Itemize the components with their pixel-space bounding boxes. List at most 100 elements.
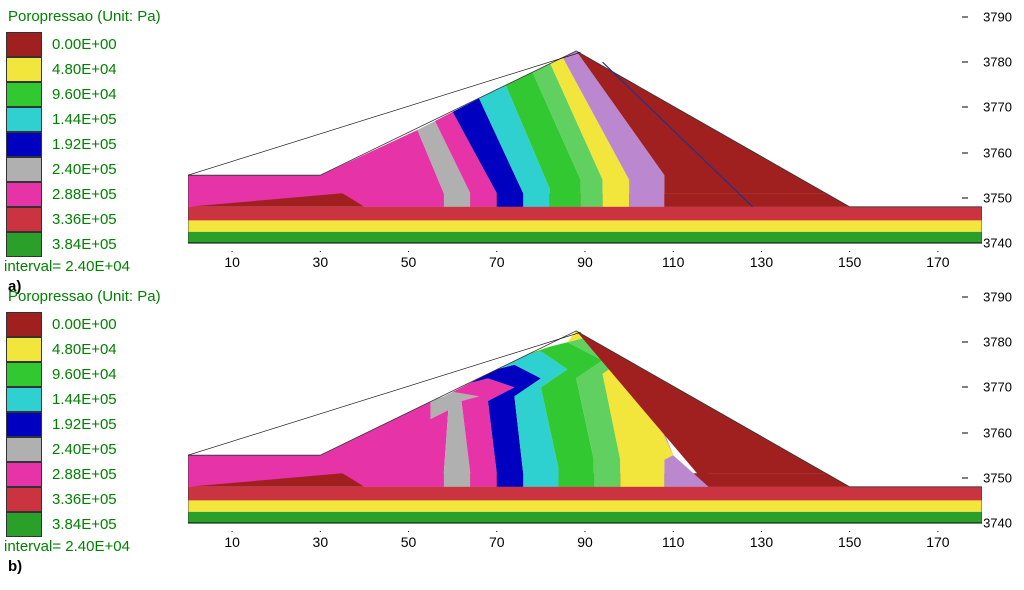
legend-row: 0.00E+00 (6, 32, 186, 57)
y-tick-mark (962, 197, 968, 198)
legend-row: 2.40E+05 (6, 157, 186, 182)
y-axis-ticks: 3740 3750 3760 3770 3780 3790 (964, 4, 1014, 266)
y-tick-label: 3780 (983, 335, 1012, 350)
legend-title: Poropressao (Unit: Pa) (8, 288, 161, 305)
x-tick-label: 70 (489, 534, 505, 550)
legend-swatch (6, 362, 42, 387)
legend-row: 2.88E+05 (6, 182, 186, 207)
legend-swatch (6, 107, 42, 132)
y-axis-ticks: 3740 3750 3760 3770 3780 3790 (964, 284, 1014, 546)
legend-swatch (6, 132, 42, 157)
plot-area (188, 288, 988, 550)
legend-label: 2.88E+05 (52, 186, 117, 203)
x-tick-label: 70 (489, 254, 505, 270)
legend-swatch (6, 312, 42, 337)
panel-a: Poropressao (Unit: Pa) 0.00E+00 4.80E+04 9.… (4, 4, 1014, 284)
legend-label: 2.88E+05 (52, 466, 117, 483)
interval-label: interval= 2.40E+04 (4, 258, 130, 275)
legend-swatch (6, 32, 42, 57)
y-tick-label: 3780 (983, 55, 1012, 70)
x-axis-ticks: 1030507090110130150170 (188, 254, 982, 274)
x-tick-label: 30 (313, 254, 329, 270)
y-tick-mark (962, 297, 968, 298)
x-tick-label: 90 (577, 254, 593, 270)
y-tick-mark (962, 387, 968, 388)
legend-row: 1.92E+05 (6, 412, 186, 437)
interval-label: interval= 2.40E+04 (4, 538, 130, 555)
panel-b: Poropressao (Unit: Pa) 0.00E+00 4.80E+04 9.… (4, 284, 1014, 564)
y-tick-mark (962, 432, 968, 433)
legend-row: 1.44E+05 (6, 387, 186, 412)
legend-row: 3.36E+05 (6, 207, 186, 232)
legend-row: 4.80E+04 (6, 57, 186, 82)
legend-row: 3.36E+05 (6, 487, 186, 512)
legend-swatch (6, 512, 42, 537)
x-tick-label: 130 (750, 534, 773, 550)
legend-swatch (6, 462, 42, 487)
legend-label: 2.40E+05 (52, 161, 117, 178)
legend-label: 3.36E+05 (52, 211, 117, 228)
legend-row: 9.60E+04 (6, 82, 186, 107)
x-tick-label: 170 (926, 534, 949, 550)
y-tick-mark (962, 242, 968, 243)
y-tick-label: 3790 (983, 290, 1012, 305)
legend-label: 4.80E+04 (52, 61, 117, 78)
legend-label: 3.84E+05 (52, 236, 117, 253)
legend-swatch (6, 487, 42, 512)
y-tick-label: 3740 (983, 235, 1012, 250)
x-tick-label: 10 (224, 534, 240, 550)
y-tick-mark (962, 17, 968, 18)
legend-swatch (6, 337, 42, 362)
legend-row: 9.60E+04 (6, 362, 186, 387)
x-tick-label: 150 (838, 254, 861, 270)
x-tick-label: 110 (662, 254, 684, 270)
legend-swatch (6, 157, 42, 182)
legend-row: 3.84E+05 (6, 512, 186, 537)
legend-swatch (6, 412, 42, 437)
legend-label: 9.60E+04 (52, 86, 117, 103)
y-tick-label: 3770 (983, 380, 1012, 395)
y-tick-label: 3760 (983, 425, 1012, 440)
legend-swatch (6, 207, 42, 232)
legend-label: 3.36E+05 (52, 491, 117, 508)
y-tick-label: 3770 (983, 100, 1012, 115)
y-tick-label: 3750 (983, 470, 1012, 485)
legend-title: Poropressao (Unit: Pa) (8, 8, 161, 25)
legend-label: 3.84E+05 (52, 516, 117, 533)
x-tick-label: 10 (224, 254, 240, 270)
subplot-letter: b) (8, 558, 22, 575)
legend-row: 0.00E+00 (6, 312, 186, 337)
x-tick-label: 110 (662, 534, 684, 550)
y-tick-mark (962, 477, 968, 478)
legend-swatch (6, 232, 42, 257)
legend-label: 2.40E+05 (52, 441, 117, 458)
legend-row: 3.84E+05 (6, 232, 186, 257)
legend-row: 1.44E+05 (6, 107, 186, 132)
x-tick-label: 30 (313, 534, 329, 550)
y-tick-label: 3760 (983, 145, 1012, 160)
legend-label: 0.00E+00 (52, 316, 117, 333)
legend-label: 4.80E+04 (52, 341, 117, 358)
legend-swatch (6, 437, 42, 462)
y-tick-mark (962, 152, 968, 153)
y-tick-label: 3790 (983, 10, 1012, 25)
legend-label: 1.44E+05 (52, 111, 117, 128)
legend-row: 4.80E+04 (6, 337, 186, 362)
x-tick-label: 50 (401, 534, 417, 550)
contour-plot (188, 288, 982, 532)
y-tick-label: 3740 (983, 515, 1012, 530)
y-tick-mark (962, 62, 968, 63)
x-tick-label: 150 (838, 534, 861, 550)
contour-plot (188, 8, 982, 252)
x-tick-label: 170 (926, 254, 949, 270)
legend-label: 1.92E+05 (52, 136, 117, 153)
y-tick-mark (962, 522, 968, 523)
legend-swatch (6, 82, 42, 107)
legend-label: 0.00E+00 (52, 36, 117, 53)
color-legend: 0.00E+00 4.80E+04 9.60E+04 1.44E+05 1.92E+05… (6, 32, 186, 257)
x-tick-label: 90 (577, 534, 593, 550)
x-axis-ticks: 10 30 50 70 90 110 130 150 170 (188, 534, 982, 554)
y-tick-mark (962, 107, 968, 108)
x-tick-label: 50 (401, 254, 417, 270)
y-tick-label: 3750 (983, 190, 1012, 205)
